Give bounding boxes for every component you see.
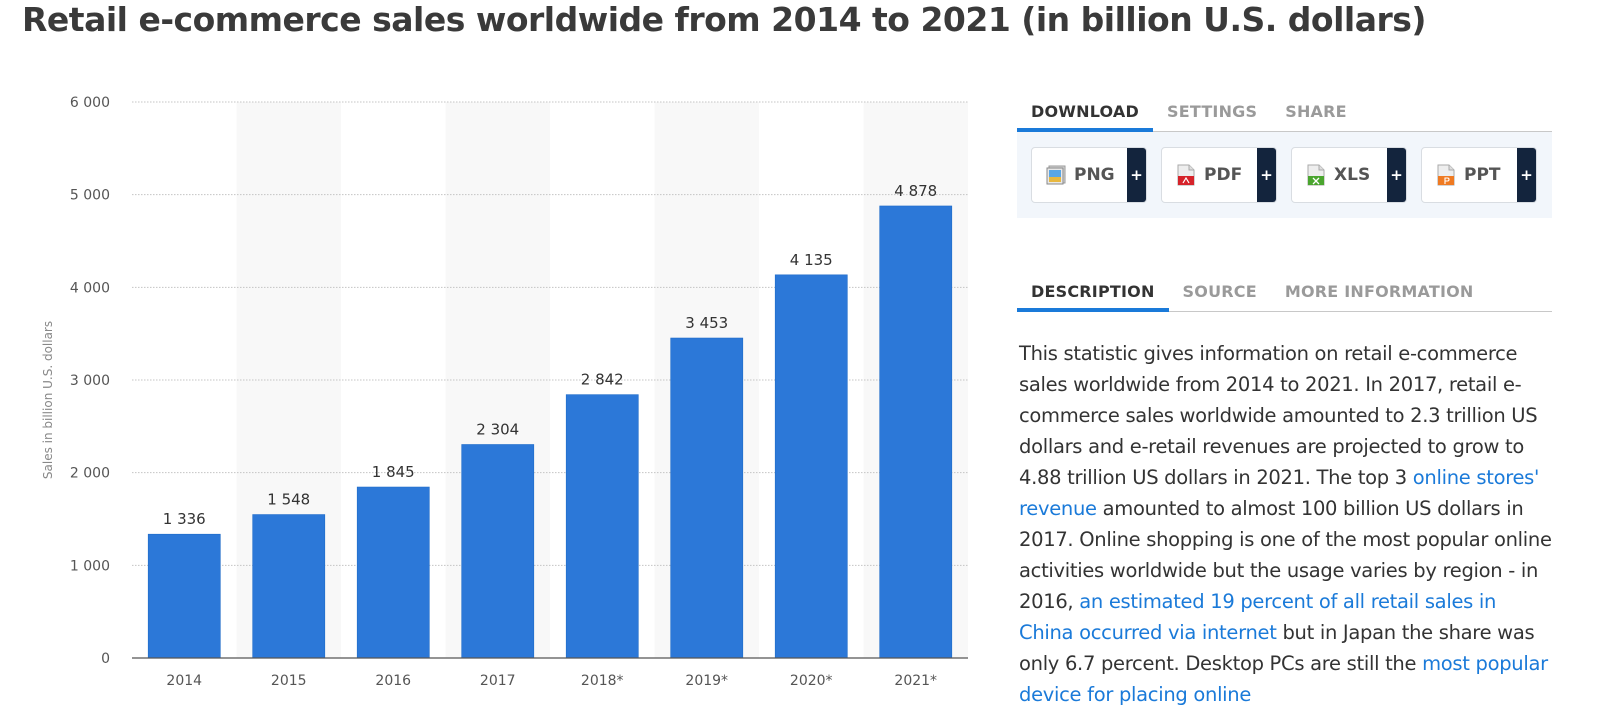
x-tick-label: 2021* — [894, 673, 937, 689]
y-tick-label: 0 — [101, 651, 110, 667]
data-label: 4 135 — [790, 251, 833, 269]
data-label: 4 878 — [894, 182, 937, 200]
bar — [147, 533, 221, 659]
description-part-1: This statistic gives information on reta… — [1019, 342, 1538, 489]
y-tick-label: 1 000 — [70, 558, 110, 574]
bar — [670, 337, 744, 659]
bar-chart: 0 1 000 2 000 3 000 4 000 5 000 6 000 1 336 2014… — [0, 80, 1000, 722]
download-png-button[interactable]: PNG + — [1031, 147, 1147, 203]
tab-settings[interactable]: SETTINGS — [1166, 102, 1258, 121]
data-label: 1 336 — [163, 510, 206, 528]
bar — [774, 274, 848, 659]
x-tick-label: 2019* — [685, 673, 728, 689]
tab-more-information[interactable]: MORE INFORMATION — [1284, 282, 1474, 301]
png-label: PNG — [1074, 165, 1115, 185]
download-pdf-button[interactable]: PDF + — [1161, 147, 1277, 203]
description-part-2: amounted to almost 100 billion US dollar… — [1019, 497, 1552, 613]
download-panel: DOWNLOAD SETTINGS SHARE PNG + PDF + — [1017, 92, 1552, 218]
x-tick-label: 2014 — [166, 673, 202, 689]
download-tabs: DOWNLOAD SETTINGS SHARE — [1017, 92, 1552, 132]
data-label: 3 453 — [685, 314, 728, 332]
bar — [356, 486, 430, 659]
tab-share[interactable]: SHARE — [1285, 102, 1347, 121]
data-label: 2 304 — [476, 420, 519, 438]
link-popular-device[interactable]: most popular device for placing online — [1019, 652, 1548, 706]
tab-description[interactable]: DESCRIPTION — [1017, 272, 1169, 312]
ppt-label: PPT — [1464, 165, 1501, 185]
y-tick-label: 3 000 — [70, 373, 110, 389]
data-label: 1 845 — [372, 463, 415, 481]
description-part-3: but in Japan the share was only 6.7 perc… — [1019, 621, 1535, 675]
download-buttons-area: PNG + PDF + XLS + — [1017, 132, 1552, 218]
download-xls-button[interactable]: XLS + — [1291, 147, 1407, 203]
excel-file-icon — [1307, 164, 1325, 186]
data-label: 2 842 — [581, 371, 624, 389]
x-tick-label: 2017 — [480, 673, 516, 689]
bar — [252, 514, 326, 659]
x-tick-label: 2015 — [271, 673, 307, 689]
y-tick-label: 2 000 — [70, 466, 110, 482]
info-panel: DESCRIPTION SOURCE MORE INFORMATION This… — [1017, 272, 1552, 710]
description-text: This statistic gives information on reta… — [1017, 338, 1552, 710]
powerpoint-file-icon — [1437, 164, 1455, 186]
link-online-stores-revenue[interactable]: online stores' revenue — [1019, 466, 1540, 520]
pdf-plus-button[interactable]: + — [1257, 148, 1276, 202]
bar — [461, 444, 535, 659]
pdf-label: PDF — [1204, 165, 1243, 185]
bar — [879, 205, 953, 659]
x-tick-label: 2020* — [790, 673, 833, 689]
link-china-retail-share[interactable]: an estimated 19 percent of all retail sa… — [1019, 590, 1497, 644]
image-file-icon — [1046, 165, 1066, 185]
pdf-file-icon — [1177, 164, 1195, 186]
page-title: Retail e-commerce sales worldwide from 2… — [22, 0, 1427, 39]
y-tick-label: 4 000 — [70, 280, 110, 296]
y-tick-label: 6 000 — [70, 95, 110, 111]
tab-download[interactable]: DOWNLOAD — [1017, 92, 1153, 132]
ppt-plus-button[interactable]: + — [1517, 148, 1536, 202]
bar — [565, 394, 639, 659]
chart-svg: 0 1 000 2 000 3 000 4 000 5 000 6 000 1 336 2014… — [41, 95, 968, 689]
info-tabs: DESCRIPTION SOURCE MORE INFORMATION — [1017, 272, 1552, 312]
xls-label: XLS — [1334, 165, 1371, 185]
data-label: 1 548 — [267, 491, 310, 509]
y-axis-title: Sales in billion U.S. dollars — [41, 321, 55, 479]
download-ppt-button[interactable]: PPT + — [1421, 147, 1537, 203]
png-plus-button[interactable]: + — [1127, 148, 1146, 202]
y-tick-label: 5 000 — [70, 188, 110, 204]
tab-source[interactable]: SOURCE — [1182, 282, 1257, 301]
x-tick-label: 2016 — [375, 673, 411, 689]
xls-plus-button[interactable]: + — [1387, 148, 1406, 202]
x-tick-label: 2018* — [581, 673, 624, 689]
